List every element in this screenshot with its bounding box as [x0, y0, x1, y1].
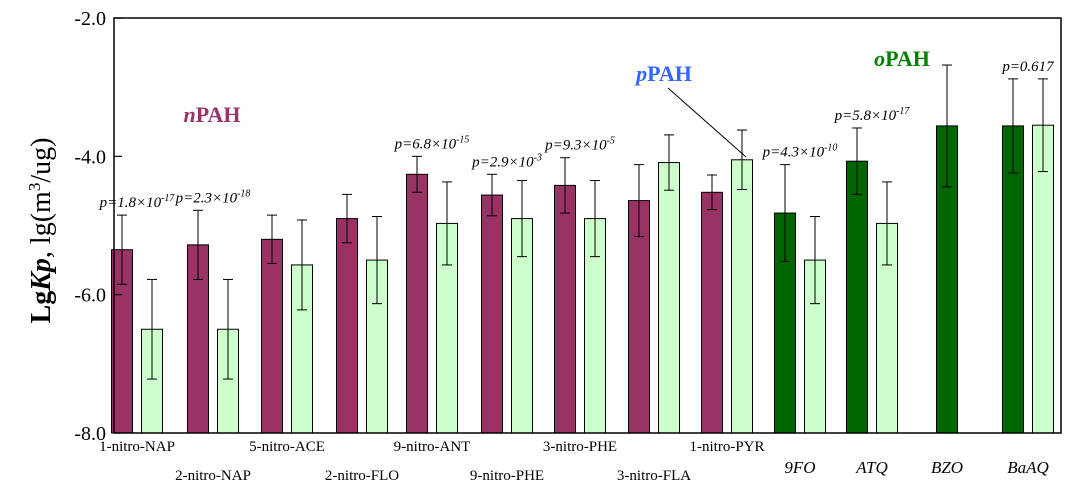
bar-measured-atq: [846, 160, 868, 434]
p-value-label-baaq: p=0.617: [1001, 59, 1055, 75]
p-value-label-atq: p=5.8×10-17: [834, 106, 911, 124]
p-value-label-9-nitro-ant: p=6.8×10-15: [394, 134, 470, 152]
p-value-label-1-nitro-nap: p=1.8×10-17: [99, 193, 176, 211]
category-label-9-nitro-ant: 9-nitro-ANT: [394, 439, 471, 455]
bar-measured-9-nitro-phe: [481, 194, 503, 434]
bar-measured-2-nitro-flo: [336, 218, 358, 434]
y-tick-label: -4.0: [74, 146, 106, 168]
bar-measured-1-nitro-pyr: [701, 191, 723, 434]
bar-measured-9-nitro-ant: [406, 173, 428, 434]
bar-measured-5-nitro-ace: [261, 238, 283, 434]
category-label-2-nitro-nap: 2-nitro-NAP: [175, 468, 251, 484]
category-label-9fo: 9FO: [784, 458, 815, 477]
category-label-9-nitro-phe: 9-nitro-PHE: [470, 468, 544, 484]
category-label-3-nitro-fla: 3-nitro-FLA: [617, 468, 691, 484]
y-tick-label: -8.0: [74, 423, 106, 445]
y-tick-label: -2.0: [74, 8, 106, 30]
y-tick-label: -6.0: [74, 285, 106, 307]
category-label-3-nitro-phe: 3-nitro-PHE: [543, 439, 617, 455]
p-value-label-9-nitro-phe: p=2.9×10-3: [471, 152, 542, 170]
annotation-opah: oPAH: [874, 46, 930, 71]
bar-predicted-3-nitro-fla: [658, 162, 680, 434]
category-label-baaq: BaAQ: [1007, 458, 1049, 477]
annotation-ppah: pPAH: [634, 61, 692, 86]
annotation-npah: nPAH: [183, 102, 240, 127]
category-label-bzo: BZO: [931, 458, 963, 477]
category-label-2-nitro-flo: 2-nitro-FLO: [325, 468, 399, 484]
p-value-label-2-nitro-nap: p=2.3×10-18: [175, 188, 251, 206]
p-value-label-3-nitro-phe: p=9.3×10-5: [544, 136, 615, 154]
category-label-1-nitro-nap: 1-nitro-NAP: [99, 439, 175, 455]
bar-measured-3-nitro-phe: [554, 184, 576, 434]
ppah-leader-line: [667, 87, 747, 158]
category-label-atq: ATQ: [855, 458, 888, 477]
plot-frame: [113, 17, 1062, 434]
bar-predicted-1-nitro-pyr: [731, 159, 753, 434]
category-label-5-nitro-ace: 5-nitro-ACE: [249, 439, 325, 455]
p-value-label-9fo: p=4.3×10-10: [762, 143, 838, 161]
category-label-1-nitro-pyr: 1-nitro-PYR: [690, 439, 765, 455]
y-axis-label: LgKp, lg(m3/ug): [25, 138, 57, 324]
